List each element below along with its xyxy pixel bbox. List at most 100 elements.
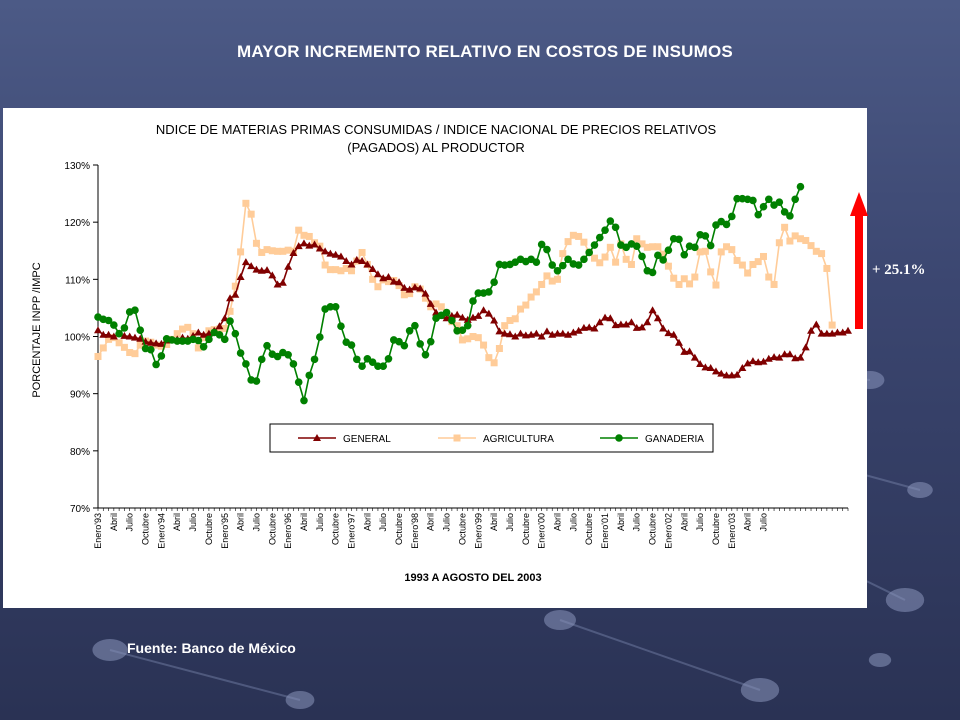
legend-marker [453,434,461,442]
data-point-ganaderia [152,360,160,369]
x-tick-label: Abril [362,513,372,531]
data-point-agricultura [638,240,646,248]
data-point-agricultura [543,272,551,280]
data-point-ganaderia [691,243,699,252]
data-point-ganaderia [590,241,599,249]
data-point-ganaderia [474,289,483,297]
legend: GENERAL AGRICULTURA GANADERIA [269,423,714,453]
data-point-general [564,330,573,338]
data-point-agricultura [231,282,239,290]
data-point-ganaderia [347,341,356,349]
x-tick-label: Octubre [711,513,721,545]
data-point-agricultura [374,283,382,291]
data-point-agricultura [274,247,282,255]
decor-line [109,649,301,701]
data-point-general [157,339,166,347]
data-point-ganaderia [411,321,419,330]
data-point-ganaderia [659,256,667,264]
data-point-ganaderia [337,322,345,331]
data-point-general [706,363,715,371]
data-point-agricultura [723,243,731,251]
data-point-agricultura [770,280,778,288]
data-point-ganaderia [226,317,234,325]
data-point-ganaderia [273,352,282,361]
data-point-general [453,310,462,318]
data-point-agricultura [575,232,583,240]
data-point-general [701,363,710,371]
data-point-general [785,350,794,358]
data-point-agricultura [548,277,556,285]
data-point-general [585,323,594,331]
data-point-ganaderia [405,326,414,335]
x-tick-label: Enero'03 [727,513,737,549]
data-point-general [347,260,356,268]
data-point-agricultura [569,231,577,239]
data-point-ganaderia [199,342,208,351]
x-tick-label: Octubre [457,513,467,545]
data-point-ganaderia [358,362,366,371]
data-point-agricultura [654,243,662,251]
x-tick-label: Octubre [331,513,341,545]
data-point-agricultura [131,350,139,358]
data-point-general [226,294,235,302]
data-point-general [299,239,308,247]
data-point-ganaderia [780,208,789,216]
data-point-general [648,306,657,314]
y-tick-label: 70% [70,504,90,515]
data-point-ganaderia [543,245,551,254]
data-point-agricultura [395,282,403,290]
data-point-ganaderia [263,341,271,350]
data-point-ganaderia [252,377,261,385]
data-point-agricultura [126,349,134,357]
data-point-ganaderia [395,337,403,346]
data-point-general [458,313,467,321]
x-tick-label: Abril [489,513,499,531]
data-point-ganaderia [680,250,689,259]
data-point-general [500,329,509,337]
data-point-general [310,240,319,248]
data-point-ganaderia [257,355,266,364]
data-point-general [516,329,525,337]
y-axis-label: PORCENTAJE INPP /IMPC [31,262,43,397]
data-point-ganaderia [242,360,250,368]
data-point-general [400,283,409,291]
data-point-ganaderia [701,232,710,240]
growth-arrow-head [850,192,868,216]
data-point-general [696,359,705,367]
x-tick-label: Enero'01 [600,513,610,549]
data-point-general [204,329,213,337]
data-point-agricultura [596,259,604,267]
data-point-agricultura [627,260,635,268]
data-point-ganaderia [585,248,593,257]
x-tick-label: Octubre [521,513,531,545]
data-point-agricultura [511,315,519,323]
y-tick-label: 120% [64,218,90,229]
data-point-agricultura [163,341,171,349]
data-point-ganaderia [728,212,736,221]
data-point-agricultura [796,235,804,243]
data-point-ganaderia [558,261,567,270]
data-point-general [717,369,726,377]
data-point-general [616,320,625,328]
data-point-general [321,247,330,255]
decor-dot [868,653,892,667]
data-point-general [664,329,673,337]
data-point-ganaderia [733,194,741,203]
data-point-agricultura [99,344,107,352]
data-point-general [606,314,615,322]
data-point-ganaderia [664,246,673,254]
data-point-ganaderia [421,350,430,359]
x-tick-label: Abril [553,513,563,531]
data-point-agricultura [749,260,757,268]
data-point-general [770,353,779,361]
data-point-ganaderia [775,198,784,206]
data-point-ganaderia [289,360,298,368]
x-tick-label: Julio [695,513,705,532]
y-tick-label: 110% [65,275,90,286]
data-point-ganaderia [722,220,731,229]
data-point-general [484,309,493,317]
data-point-ganaderia [173,337,182,345]
data-point-general [363,260,372,268]
data-point-general [638,323,647,331]
data-point-general [326,249,335,257]
